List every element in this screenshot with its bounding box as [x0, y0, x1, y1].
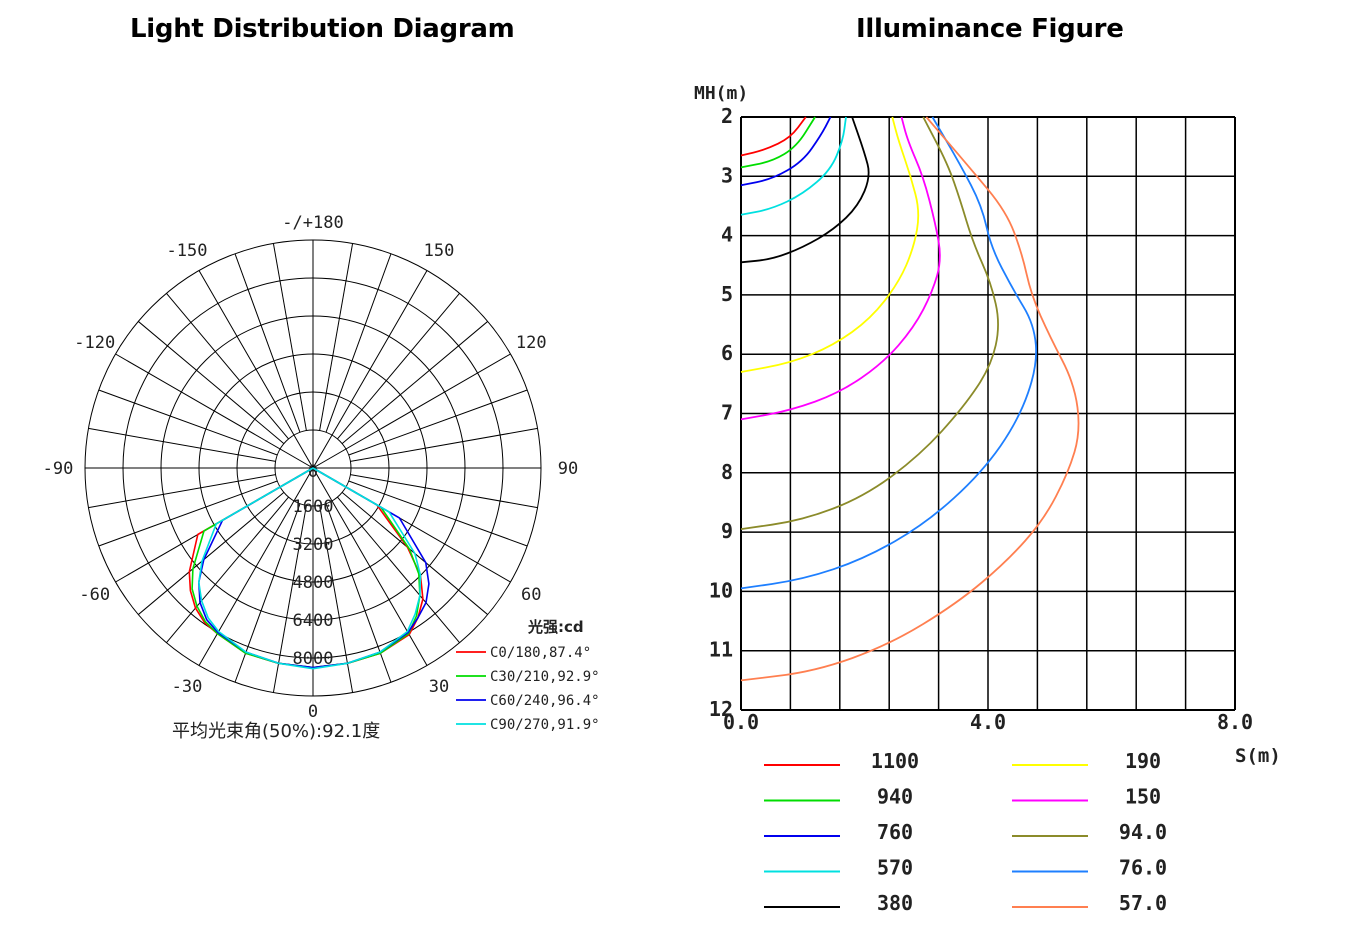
illuminance-series-curve	[740, 116, 870, 264]
illuminance-legend-label: 76.0	[1119, 856, 1167, 880]
polar-grid-spoke	[166, 496, 289, 643]
illuminance-y-axis-label: MH(m)	[694, 83, 748, 104]
polar-unit-label: 光强:cd	[527, 618, 584, 636]
polar-chart-title: Light Distribution Diagram	[130, 14, 515, 44]
polar-grid-spoke	[98, 389, 278, 456]
polar-angle-label: 0	[308, 462, 318, 482]
illuminance-y-tick-label: 5	[721, 282, 733, 306]
illuminance-y-tick-label: 8	[721, 460, 733, 484]
polar-grid-spoke	[115, 353, 314, 469]
illuminance-legend-label: 190	[1125, 749, 1161, 773]
polar-grid-spoke	[337, 293, 460, 440]
illuminance-series-curve	[740, 116, 832, 187]
illuminance-series-curve	[740, 116, 920, 373]
illuminance-legend-label: 570	[877, 856, 913, 880]
polar-bottom-zero-label: 0	[308, 702, 318, 722]
polar-grid-spoke	[272, 505, 307, 693]
polar-angle-label: -/+180	[282, 213, 343, 233]
polar-radial-tick-label: 6400	[293, 611, 334, 631]
illuminance-y-tick-label: 9	[721, 519, 733, 543]
polar-legend-label: C0/180,87.4°	[490, 645, 591, 661]
polar-legend-label: C60/240,96.4°	[490, 693, 600, 709]
illuminance-series-curve	[740, 116, 847, 216]
polar-grid-spoke	[337, 496, 460, 643]
illuminance-legend-label: 57.0	[1119, 891, 1167, 915]
illuminance-legend-label: 1100	[871, 749, 919, 773]
polar-grid-spoke	[138, 492, 285, 615]
illuminance-y-tick-label: 6	[721, 341, 733, 365]
polar-grid-spoke	[350, 427, 538, 462]
polar-angle-label: 30	[429, 677, 449, 697]
polar-angle-label: -60	[79, 585, 110, 605]
illuminance-y-tick-label: 4	[721, 223, 733, 247]
illuminance-series-curve	[740, 116, 1080, 682]
polar-average-beam-angle: 平均光束角(50%):92.1度	[172, 721, 380, 742]
illuminance-y-tick-label: 2	[721, 104, 733, 128]
polar-grid-spoke	[198, 270, 314, 469]
illuminance-series-curve	[740, 116, 999, 530]
polar-grid-spoke	[325, 503, 392, 683]
illuminance-legend-label: 150	[1125, 785, 1161, 809]
polar-angle-label: 90	[558, 459, 578, 479]
polar-grid-spoke	[234, 503, 301, 683]
illuminance-x-axis-label: S(m)	[1235, 745, 1281, 767]
polar-grid	[84, 239, 542, 697]
polar-grid-spoke	[341, 321, 488, 444]
polar-grid-spoke	[312, 353, 511, 469]
polar-radial-tick-label: 1600	[293, 497, 334, 517]
polar-grid-spoke	[138, 321, 285, 444]
polar-grid-spoke	[88, 427, 276, 462]
polar-grid-spoke	[348, 389, 528, 456]
polar-grid-spoke	[319, 505, 354, 693]
illuminance-x-tick-label: 0.0	[723, 710, 759, 734]
illuminance-series-curve	[740, 116, 816, 169]
polar-grid-spoke	[88, 474, 276, 509]
illuminance-series-curve	[740, 116, 1038, 590]
illuminance-legend-label: 380	[877, 891, 913, 915]
polar-angle-label: -30	[172, 677, 203, 697]
polar-grid-spoke	[312, 270, 428, 469]
polar-radial-tick-label: 3200	[293, 535, 334, 555]
polar-radial-tick-label: 8000	[293, 649, 334, 669]
polar-angle-label: 60	[521, 585, 541, 605]
polar-radial-tick-label: 4800	[293, 573, 334, 593]
polar-angle-label: 150	[424, 241, 455, 261]
illuminance-legend-label: 760	[877, 820, 913, 844]
illuminance-legend-label: 94.0	[1119, 820, 1167, 844]
polar-grid-spoke	[272, 243, 307, 431]
polar-series-curve	[198, 467, 422, 670]
illuminance-y-tick-label: 7	[721, 401, 733, 425]
polar-grid-spoke	[98, 480, 278, 547]
illuminance-grid	[740, 116, 1236, 711]
illuminance-x-tick-label: 8.0	[1217, 710, 1253, 734]
illuminance-series-curve	[740, 116, 941, 421]
polar-grid-spoke	[325, 253, 392, 433]
polar-angle-label: -120	[74, 333, 115, 353]
polar-angle-label: 120	[516, 333, 547, 353]
illuminance-y-tick-label: 10	[709, 578, 733, 602]
polar-legend-label: C90/270,91.9°	[490, 717, 600, 733]
polar-grid-spoke	[234, 253, 301, 433]
polar-legend-label: C30/210,92.9°	[490, 669, 600, 685]
illuminance-y-tick-label: 11	[709, 638, 733, 662]
polar-angle-label: -90	[43, 459, 74, 479]
polar-grid-spoke	[348, 480, 528, 547]
illuminance-series-curve	[740, 116, 807, 157]
illuminance-legend-label: 940	[877, 785, 913, 809]
polar-grid-spoke	[319, 243, 354, 431]
illuminance-chart-title: Illuminance Figure	[856, 14, 1124, 44]
polar-grid-spoke	[166, 293, 289, 440]
illuminance-x-tick-label: 4.0	[970, 710, 1006, 734]
polar-grid-spoke	[350, 474, 538, 509]
illuminance-y-tick-label: 12	[709, 697, 733, 721]
illuminance-y-tick-label: 3	[721, 163, 733, 187]
polar-angle-label: -150	[167, 241, 208, 261]
